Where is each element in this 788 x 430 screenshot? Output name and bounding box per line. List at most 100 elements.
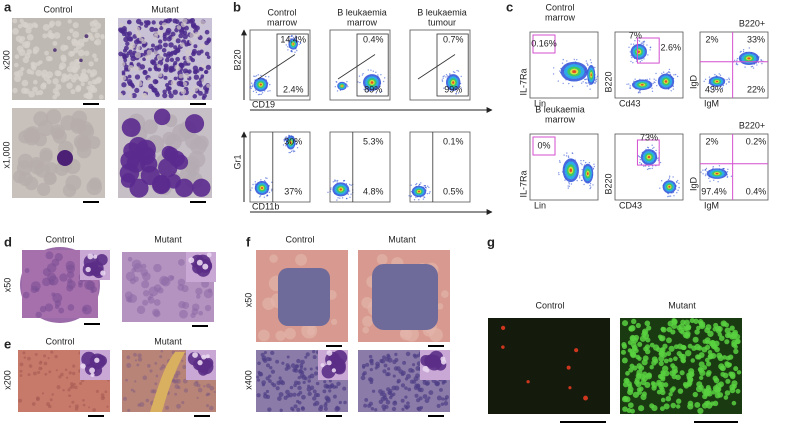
density — [259, 83, 262, 86]
cell — [268, 379, 272, 383]
cell — [130, 388, 134, 392]
cell — [27, 356, 31, 361]
event — [592, 167, 595, 170]
event — [677, 189, 679, 192]
event — [361, 74, 364, 76]
cell — [78, 280, 84, 286]
event — [596, 75, 599, 78]
cell — [195, 287, 203, 295]
cell — [28, 364, 33, 368]
cell — [263, 358, 268, 363]
cell — [671, 386, 676, 391]
cell — [20, 67, 25, 72]
cell — [309, 367, 313, 371]
cell — [644, 320, 651, 327]
row-label: x200 — [2, 370, 12, 390]
event — [410, 195, 412, 198]
cell — [152, 78, 159, 85]
cell — [53, 48, 57, 52]
cell — [663, 370, 670, 377]
cell — [23, 356, 27, 359]
cell — [402, 360, 407, 365]
density — [417, 190, 421, 193]
event — [334, 179, 336, 181]
gate-percent: 2.4% — [283, 84, 304, 94]
cell — [422, 394, 428, 399]
gate-percent: 5.3% — [363, 136, 384, 146]
event — [426, 192, 429, 195]
cell — [668, 345, 675, 352]
cell — [196, 50, 202, 56]
event — [296, 147, 299, 149]
cell — [182, 81, 188, 87]
event — [363, 88, 365, 90]
cell — [365, 362, 370, 367]
event — [283, 139, 285, 141]
cell — [627, 348, 633, 353]
event — [260, 179, 262, 181]
cell — [443, 401, 449, 406]
axis-label: CD19 — [252, 99, 275, 109]
cell — [43, 361, 48, 366]
cell — [139, 402, 145, 407]
event — [589, 182, 592, 185]
micrograph — [80, 250, 110, 280]
event — [563, 154, 565, 156]
micrograph — [22, 250, 98, 318]
cell — [145, 398, 150, 403]
cell — [735, 388, 741, 394]
event — [646, 44, 648, 46]
cell — [24, 268, 30, 273]
cell — [57, 150, 73, 166]
event — [347, 193, 350, 195]
event — [643, 165, 645, 167]
cell — [404, 386, 408, 390]
cell — [716, 325, 723, 332]
column-label: Mutant — [154, 234, 182, 244]
event — [733, 59, 736, 62]
cell — [637, 341, 643, 347]
event — [657, 157, 659, 160]
cell — [665, 395, 672, 402]
event — [586, 62, 588, 64]
cell — [66, 376, 69, 379]
cell — [630, 352, 637, 359]
cell — [84, 34, 89, 39]
event — [585, 71, 587, 74]
cell — [66, 264, 75, 274]
event — [568, 183, 570, 185]
event — [415, 196, 417, 199]
cell — [269, 365, 273, 370]
cell — [43, 354, 47, 358]
event — [571, 85, 574, 88]
cell — [694, 401, 701, 408]
gate-percent: 33% — [747, 34, 765, 44]
cell — [332, 350, 348, 366]
cell — [404, 326, 419, 342]
cell — [133, 352, 137, 357]
event — [593, 165, 596, 168]
event — [667, 178, 670, 181]
cell — [407, 387, 412, 392]
cell — [685, 324, 692, 330]
flow-plot — [249, 131, 311, 203]
cell — [660, 376, 666, 382]
tissue-band — [150, 352, 185, 412]
cell — [93, 57, 99, 62]
cell — [313, 371, 319, 376]
cell — [32, 371, 37, 376]
cell — [209, 385, 215, 391]
cell — [375, 364, 380, 369]
cell — [192, 69, 198, 75]
event — [449, 73, 451, 75]
event — [761, 62, 763, 65]
event — [252, 90, 255, 93]
cell — [343, 400, 347, 405]
cell — [136, 80, 143, 87]
gate — [436, 33, 469, 97]
event — [349, 183, 351, 186]
cell — [37, 182, 51, 196]
cell — [67, 304, 75, 311]
event — [673, 74, 675, 76]
cell — [441, 290, 449, 298]
